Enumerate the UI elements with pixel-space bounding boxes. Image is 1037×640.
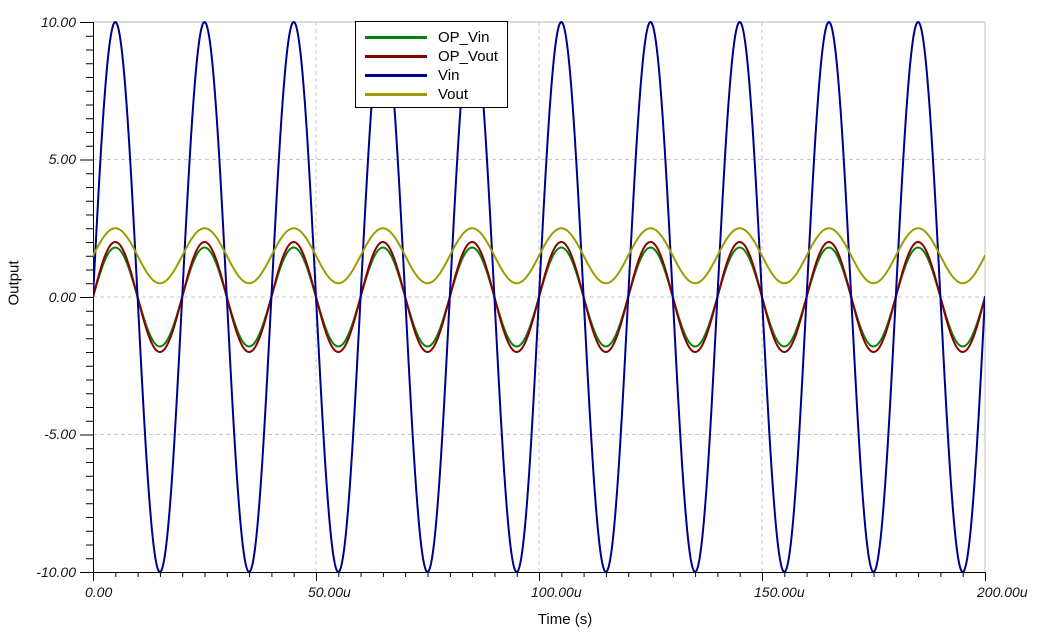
y-tick-label: 0.00 <box>48 289 76 305</box>
legend-item[interactable]: Vout <box>365 85 507 104</box>
legend-item-label: Vout <box>438 85 469 103</box>
legend-line-swatch <box>365 55 427 58</box>
x-axis-title: Time (s) <box>537 611 593 628</box>
legend-item[interactable]: OP_Vin <box>365 28 507 47</box>
legend-line-swatch <box>365 93 427 96</box>
legend-line-swatch <box>365 74 427 77</box>
y-tick-label: -10.00 <box>36 564 76 580</box>
legend-item[interactable]: Vin <box>365 66 507 85</box>
legend[interactable]: OP_Vin OP_Vout Vin Vout <box>355 21 508 108</box>
legend-item[interactable]: OP_Vout <box>365 47 507 66</box>
x-tick-label: 0.00 <box>85 584 113 600</box>
y-axis-title: Output <box>5 260 23 306</box>
legend-item-label: Vin <box>438 66 460 84</box>
legend-item-label: OP_Vin <box>438 28 490 46</box>
x-tick-label: 100.00u <box>531 584 582 600</box>
y-tick-label: -5.00 <box>44 426 76 442</box>
x-tick-label: 200.00u <box>977 584 1028 600</box>
y-tick-label: 5.00 <box>48 151 76 167</box>
x-tick-label: 50.00u <box>308 584 351 600</box>
series-Vout[interactable] <box>93 227 985 285</box>
x-tick-label: 150.00u <box>754 584 805 600</box>
legend-item-label: OP_Vout <box>438 47 499 65</box>
legend-line-swatch <box>365 36 427 39</box>
series-Vin[interactable] <box>93 21 985 573</box>
y-tick-label: 10.00 <box>40 14 76 30</box>
